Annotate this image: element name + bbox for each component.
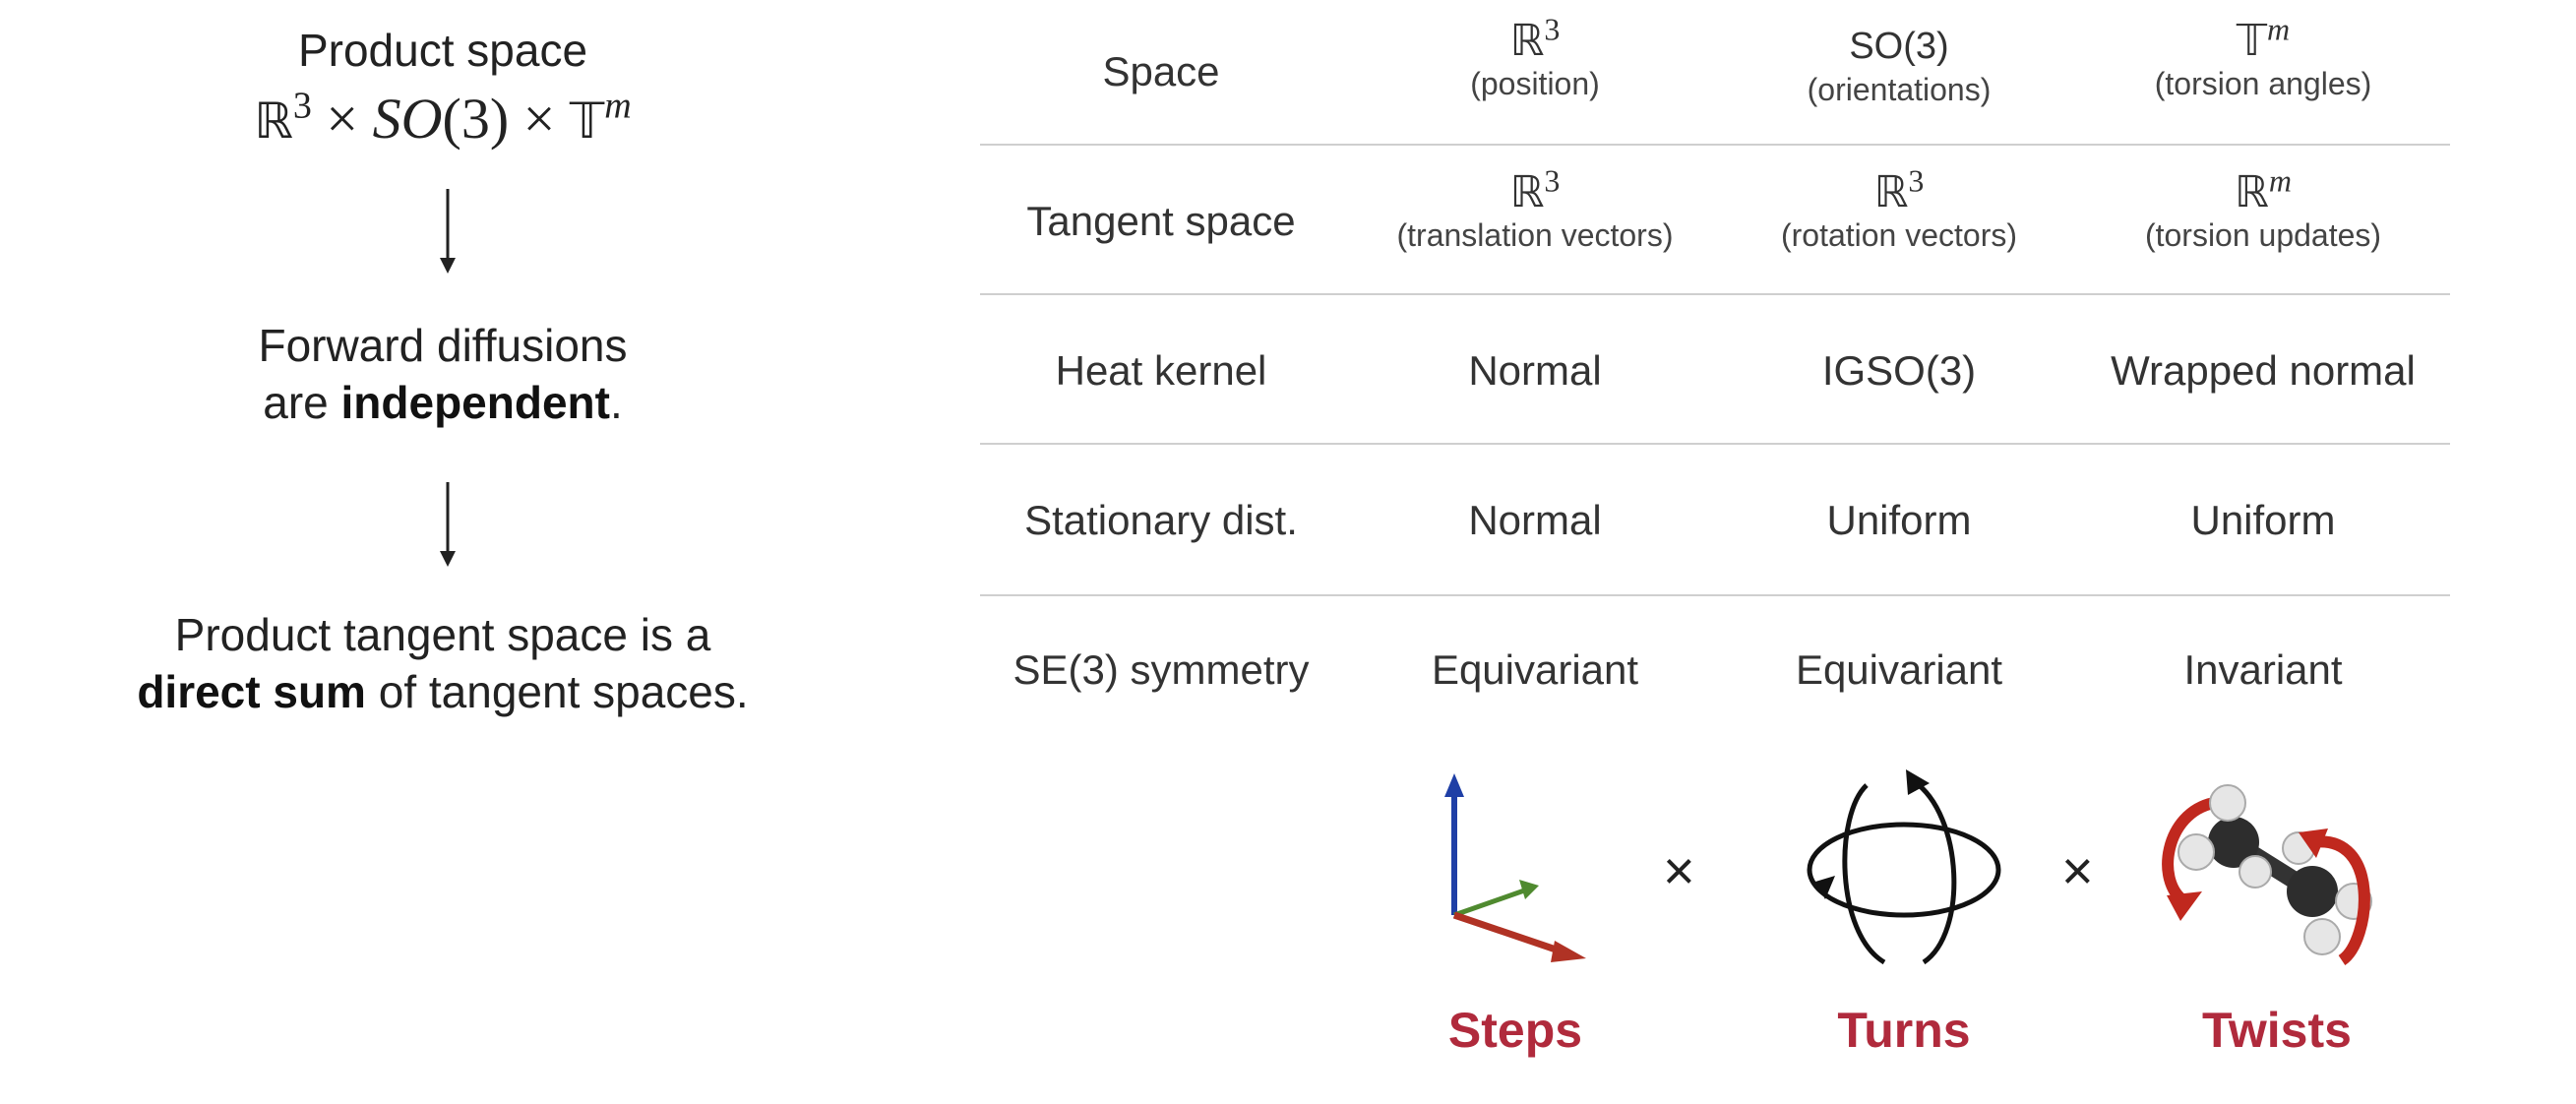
times-symbol: × [2061, 839, 2094, 901]
heat-col1: Normal [1468, 347, 1602, 394]
header-col2: SO(3) (orientations) [1807, 26, 1992, 107]
rotation-icon [1807, 769, 2001, 965]
stationary-col1: Normal [1468, 497, 1602, 543]
molecule-twist-icon [2162, 784, 2372, 965]
symmetry-col3: Invariant [2183, 646, 2343, 693]
axes-icon [1444, 773, 1586, 962]
direct-sum-text: Product tangent space is a direct sum of… [137, 609, 749, 717]
down-arrow-1 [440, 189, 456, 274]
symmetry-col2: Equivariant [1795, 646, 2003, 693]
product-space-title: Product space [297, 25, 588, 76]
row-label-space: Space [1102, 48, 1220, 94]
times-symbol: × [1663, 839, 1695, 901]
caption-steps: Steps [1447, 1003, 1583, 1058]
product-space-formula: ℝ3 × SO(3) × 𝕋m [254, 85, 632, 151]
down-arrow-2 [440, 482, 456, 567]
stationary-col3: Uniform [2190, 497, 2336, 543]
heat-col2: IGSO(3) [1821, 347, 1977, 394]
heat-col3: Wrapped normal [2111, 347, 2416, 394]
forward-diffusions-text: Forward diffusions are independent. [258, 320, 628, 428]
table-divider [980, 594, 2450, 596]
caption-twists: Twists [2202, 1003, 2352, 1058]
row-label-stationary: Stationary dist. [1024, 497, 1298, 543]
header-col3: 𝕋m (torsion angles) [2154, 11, 2372, 101]
symmetry-col1: Equivariant [1431, 646, 1639, 693]
caption-turns: Turns [1837, 1003, 1971, 1058]
header-col1: ℝ3 (position) [1470, 11, 1600, 101]
table-divider [980, 144, 2450, 146]
tangent-col1: ℝ3 (translation vectors) [1396, 162, 1674, 253]
stationary-col2: Uniform [1826, 497, 1972, 543]
table-divider [980, 293, 2450, 295]
row-label-symmetry: SE(3) symmetry [1012, 646, 1310, 693]
tangent-col2: ℝ3 (rotation vectors) [1780, 162, 2018, 253]
table-divider [980, 443, 2450, 445]
row-label-heat: Heat kernel [1055, 347, 1267, 394]
tangent-col3: ℝm (torsion updates) [2144, 162, 2382, 253]
row-label-tangent: Tangent space [1026, 198, 1296, 244]
